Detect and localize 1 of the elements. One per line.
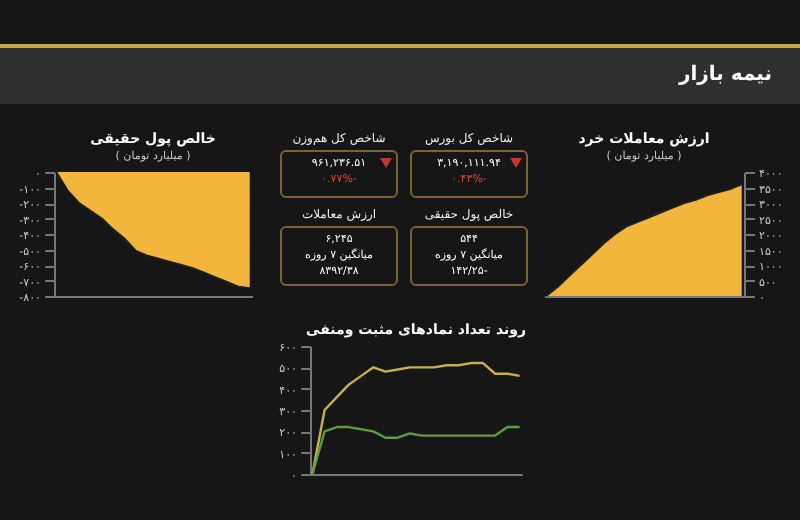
- text: نیمه بازار: [678, 64, 772, 86]
